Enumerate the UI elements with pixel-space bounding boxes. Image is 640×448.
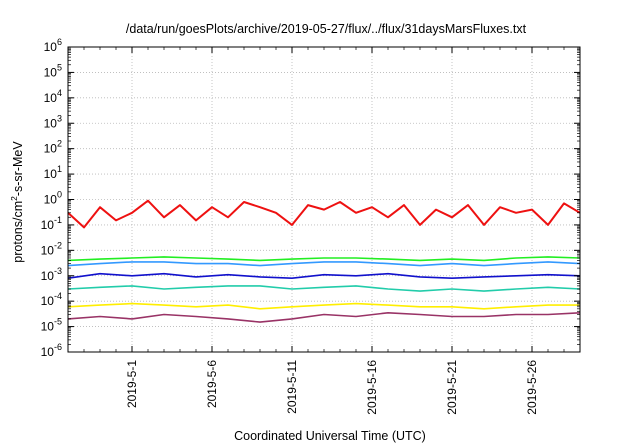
y-tick-exponent: -4 [54, 291, 62, 301]
y-tick-exponent: -1 [54, 215, 62, 225]
y-tick-base: 10 [44, 167, 58, 181]
y-tick-base: 10 [41, 294, 55, 308]
y-tick-label: 103 [44, 113, 62, 130]
x-tick-label: 2019-5-11 [285, 360, 299, 414]
y-tick-label: 101 [44, 164, 62, 181]
series-line-2 [67, 256, 581, 262]
y-axis-label-prefix: protons/cm [11, 201, 25, 263]
y-tick-base: 10 [41, 243, 55, 257]
x-tick-label: 2019-5-26 [525, 360, 539, 415]
y-tick-exponent: -2 [54, 240, 62, 250]
x-tick-label: 2019-5-16 [365, 360, 379, 415]
x-tick-label: 2019-5-6 [205, 360, 219, 408]
y-tick-label: 10-5 [41, 317, 62, 334]
y-tick-exponent: 4 [57, 88, 62, 98]
y-tick-exponent: 2 [57, 139, 62, 149]
y-tick-exponent: 3 [57, 113, 62, 123]
y-axis-label-suffix: -s-sr-MeV [11, 141, 25, 197]
y-tick-base: 10 [44, 40, 58, 54]
y-tick-label: 104 [44, 88, 62, 105]
x-tick-label: 2019-5-21 [445, 360, 459, 415]
series-line-1 [67, 199, 581, 229]
y-tick-label: 100 [44, 190, 62, 207]
y-tick-label: 105 [44, 62, 62, 79]
y-tick-base: 10 [41, 218, 55, 232]
y-tick-exponent: 0 [57, 190, 62, 200]
y-tick-exponent: 6 [57, 37, 62, 47]
series-line-5 [67, 285, 581, 292]
x-tick-label: 2019-5-1 [125, 360, 139, 408]
y-tick-base: 10 [41, 345, 55, 359]
y-tick-label: 10-2 [41, 240, 62, 257]
y-tick-label: 106 [44, 37, 62, 54]
series-line-7 [67, 311, 581, 323]
y-tick-label: 102 [44, 139, 62, 156]
x-axis: 2019-5-1 2019-5-6 2019-5-11 2019-5-16 2019-5… [67, 47, 581, 415]
y-tick-base: 10 [44, 142, 58, 156]
series-line-3 [67, 261, 581, 267]
y-tick-base: 10 [41, 269, 55, 283]
y-tick-label: 10-6 [41, 342, 62, 359]
y-tick-label: 10-1 [41, 215, 62, 232]
y-tick-base: 10 [44, 116, 58, 130]
y-axis: 10-610-510-410-310-210-11001011021031041… [41, 37, 580, 359]
y-tick-base: 10 [44, 65, 58, 79]
chart-title: /data/run/goesPlots/archive/2019-05-27/f… [126, 22, 527, 36]
y-axis-label: protons/cm2-s-sr-MeV [9, 141, 25, 263]
series-line-4 [67, 272, 581, 280]
y-tick-exponent: -5 [54, 317, 62, 327]
y-tick-base: 10 [44, 91, 58, 105]
y-tick-exponent: 1 [57, 164, 62, 174]
y-tick-exponent: -6 [54, 342, 62, 352]
y-tick-label: 10-4 [41, 291, 62, 308]
y-tick-exponent: 5 [57, 62, 62, 72]
series-line-6 [67, 302, 580, 310]
grid [68, 47, 580, 352]
series-group [67, 199, 581, 323]
x-axis-label: Coordinated Universal Time (UTC) [234, 429, 426, 443]
y-tick-label: 10-3 [41, 266, 62, 283]
y-tick-exponent: -3 [54, 266, 62, 276]
y-axis-label-sup: 2 [9, 196, 19, 201]
y-tick-base: 10 [44, 193, 58, 207]
y-tick-base: 10 [41, 320, 55, 334]
